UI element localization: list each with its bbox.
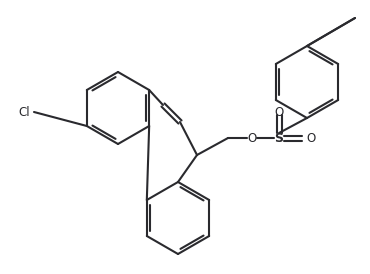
Text: S: S bbox=[275, 132, 283, 144]
Text: O: O bbox=[248, 132, 257, 144]
Text: Cl: Cl bbox=[18, 105, 30, 118]
Text: O: O bbox=[275, 105, 284, 118]
Text: O: O bbox=[306, 132, 315, 144]
